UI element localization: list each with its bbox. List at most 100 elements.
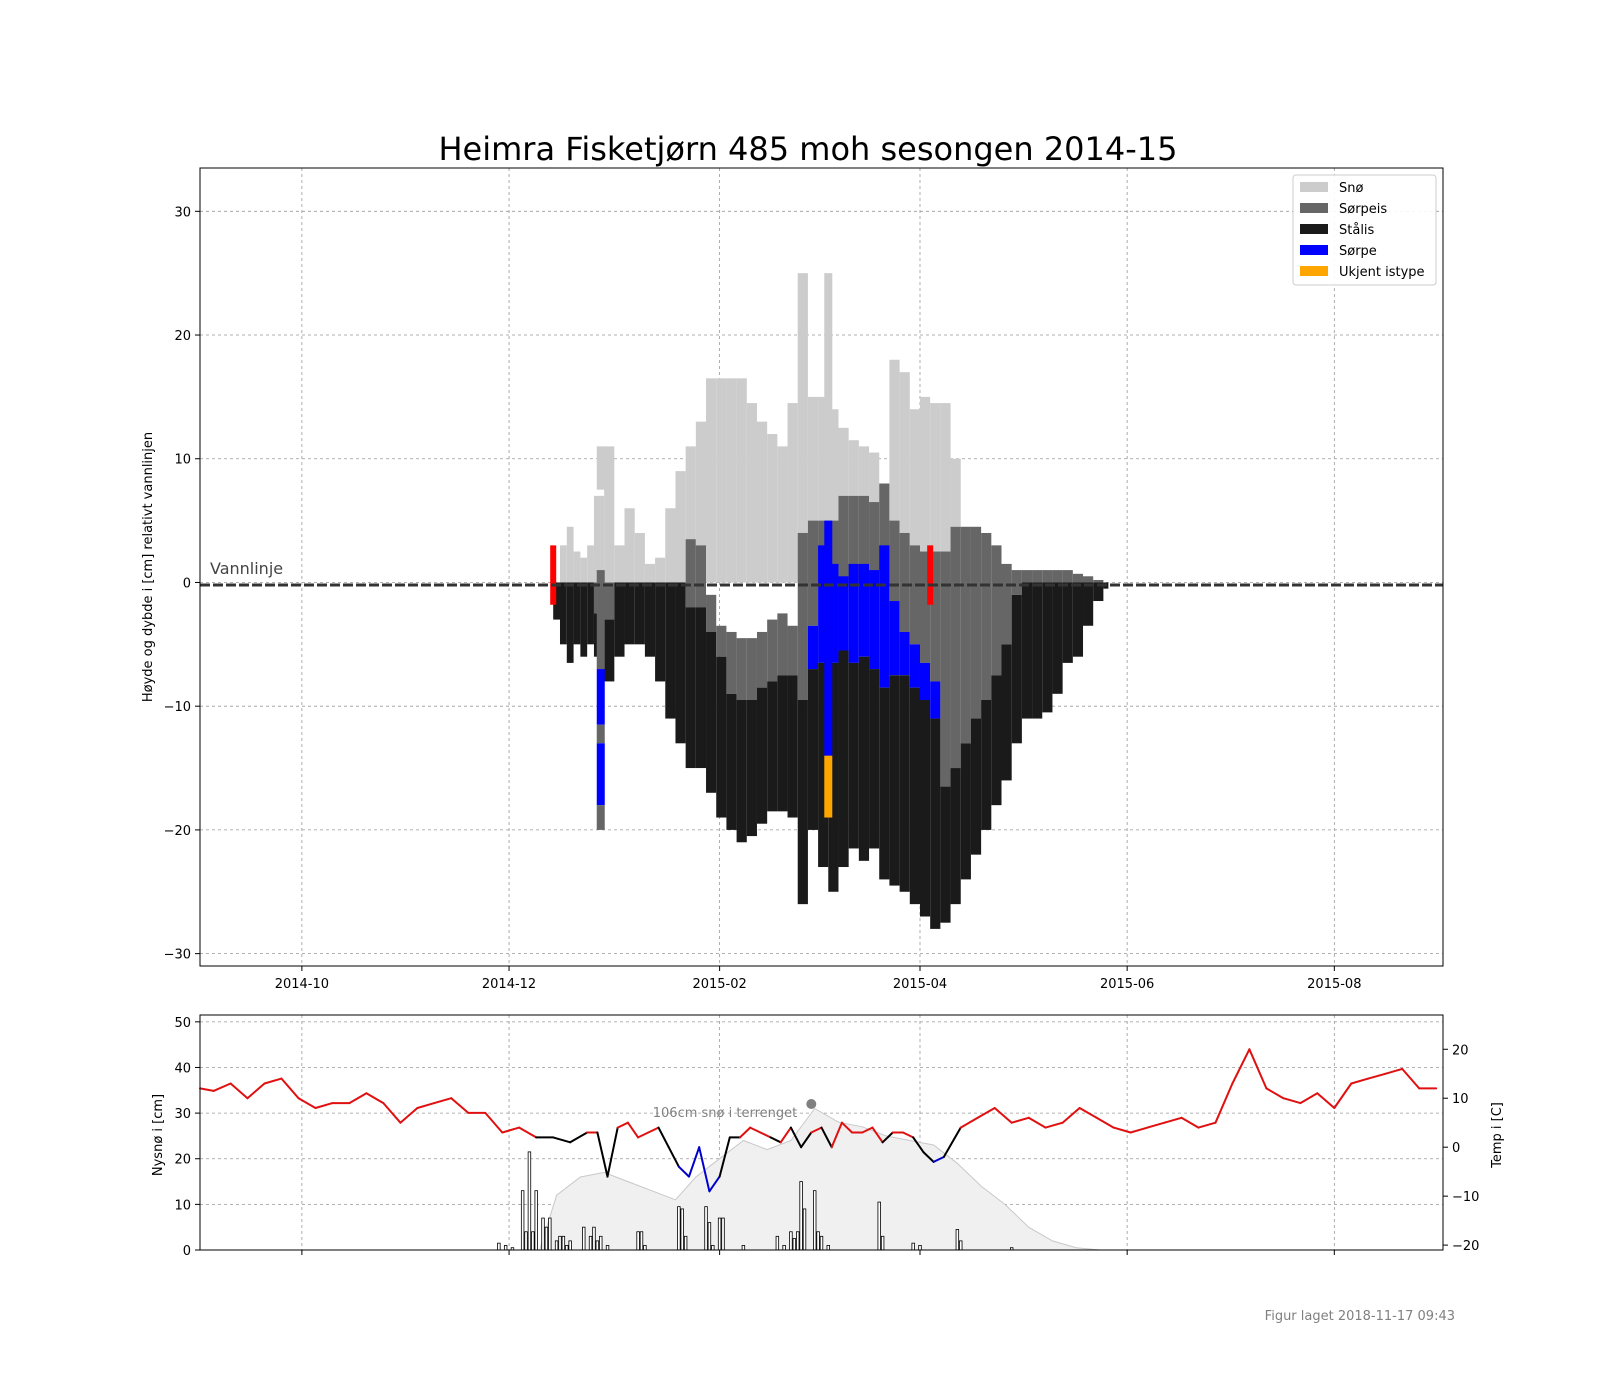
temperature-segment — [1316, 1092, 1336, 1109]
temperature-segment — [769, 1136, 782, 1144]
black-ice-column — [1021, 582, 1033, 719]
new-snow-bar — [792, 1238, 797, 1251]
temperature-segment — [1163, 1116, 1183, 1124]
temperature-axis-label: Temp i [C] — [1490, 1102, 1505, 1169]
slush-ice-column — [726, 631, 737, 694]
slush-ice-column — [604, 582, 615, 620]
slush-column — [858, 563, 870, 657]
new-snow-bar — [813, 1190, 817, 1251]
temperature-segment — [677, 1165, 690, 1178]
slush-column — [909, 644, 920, 688]
black-ice-column — [1072, 582, 1084, 657]
new-snow-bar — [717, 1217, 722, 1251]
snow-column — [838, 427, 849, 496]
temperature-segment — [749, 1126, 762, 1134]
sub-plot-frame — [199, 1014, 1444, 1251]
slush-ice-column — [981, 532, 992, 583]
black-ice-column — [970, 718, 982, 855]
black-ice-column — [797, 700, 808, 905]
new-snow-bar — [561, 1235, 566, 1251]
temperature-segment — [229, 1082, 249, 1100]
slush-ice-column — [807, 582, 819, 626]
sub-y-ticks-right: −20 −10 0 10 20 — [1443, 1043, 1479, 1254]
temperature-segment — [348, 1092, 368, 1105]
temperature-segment — [606, 1126, 619, 1178]
slush-ice-column — [950, 526, 961, 583]
temperature-segment — [718, 1136, 731, 1178]
black-ice-column — [1011, 594, 1022, 744]
black-ice-column — [879, 687, 890, 880]
new-snow-bar — [599, 1235, 603, 1251]
slush-ice-column — [940, 582, 951, 787]
new-snow-bar — [680, 1208, 684, 1251]
main-y-tick-label: −10 — [164, 700, 191, 715]
temperature-segment — [932, 1156, 945, 1163]
black-ice-column — [644, 582, 656, 657]
temperature-segment — [959, 1116, 979, 1129]
main-x-tick-label: 2015-04 — [893, 977, 947, 992]
main-x-tick-label: 2014-10 — [275, 977, 329, 992]
slush-column — [889, 601, 900, 676]
temperature-segment — [314, 1102, 334, 1109]
slush-ice-column — [970, 526, 982, 583]
new-snow-bar — [707, 1222, 712, 1251]
weather-chart: 106cm snø i terrenget 0 10 20 30 40 50 −20 −10… — [151, 1014, 1505, 1259]
snow-column — [858, 446, 870, 496]
new-snow-bar — [643, 1245, 647, 1251]
black-ice-column — [746, 700, 757, 837]
slush-ice-column — [991, 582, 1002, 676]
snow-column — [787, 403, 798, 583]
black-ice-column — [559, 582, 567, 645]
black-ice-column — [818, 662, 829, 868]
black-ice-column — [675, 582, 686, 744]
black-ice-column — [685, 607, 696, 769]
new-snow-bar — [880, 1235, 885, 1251]
new-snow-bar — [544, 1226, 549, 1251]
slush-ice-column — [1032, 570, 1043, 583]
legend-swatch-snow — [1300, 182, 1328, 192]
slush-ice-column — [960, 582, 971, 744]
snow-column — [767, 434, 778, 583]
black-ice-column — [767, 681, 778, 812]
temperature-segment — [830, 1121, 843, 1149]
legend-label-slush: Sørpe — [1339, 244, 1377, 259]
new-snow-bar — [775, 1235, 780, 1251]
black-ice-column — [736, 700, 747, 843]
measurement-segment-slush-ice — [596, 724, 605, 744]
snow-column — [869, 452, 880, 503]
snow-column — [644, 563, 656, 583]
snow-column — [580, 557, 588, 583]
black-ice-column — [706, 631, 717, 793]
slush-column — [899, 631, 910, 676]
sub-y-ticks-left: 0 10 20 30 40 50 — [174, 1016, 200, 1259]
max-snow-label: 106cm snø i terrenget — [653, 1106, 797, 1121]
snow-column — [559, 545, 567, 583]
temperature-segment — [263, 1077, 283, 1085]
new-snow-bar — [704, 1206, 708, 1251]
temperature-segment — [820, 1126, 833, 1149]
main-y-ticks: −30 −20 −10 0 10 20 30 — [164, 205, 200, 963]
black-ice-column — [919, 700, 931, 917]
slush-ice-column — [930, 582, 941, 682]
temperature-segment — [297, 1097, 317, 1109]
snow-column — [899, 372, 910, 533]
measurement-segment-slush — [824, 520, 833, 756]
slush-ice-column — [889, 520, 900, 583]
temperature-segment — [902, 1131, 915, 1139]
black-ice-column — [848, 662, 859, 849]
new-snow-bar — [595, 1240, 600, 1251]
legend-label-unknown: Ukjent istype — [1339, 265, 1425, 280]
temperature-segment — [246, 1082, 266, 1100]
snow-column — [828, 409, 839, 521]
slush-column — [848, 563, 859, 663]
snow-column — [940, 403, 951, 552]
slush-ice-column — [919, 582, 931, 663]
slush-column — [869, 570, 880, 670]
temperature-segment — [199, 1087, 215, 1092]
black-ice-column — [889, 675, 900, 886]
legend-swatch-black-ice — [1300, 224, 1328, 234]
main-chart: Vannlinje 2014-10 2014-12 2015-02 2015-04 20… — [141, 167, 1444, 992]
observation-marker — [550, 545, 557, 605]
snow-column — [706, 378, 717, 583]
slush-ice-column — [899, 532, 910, 583]
